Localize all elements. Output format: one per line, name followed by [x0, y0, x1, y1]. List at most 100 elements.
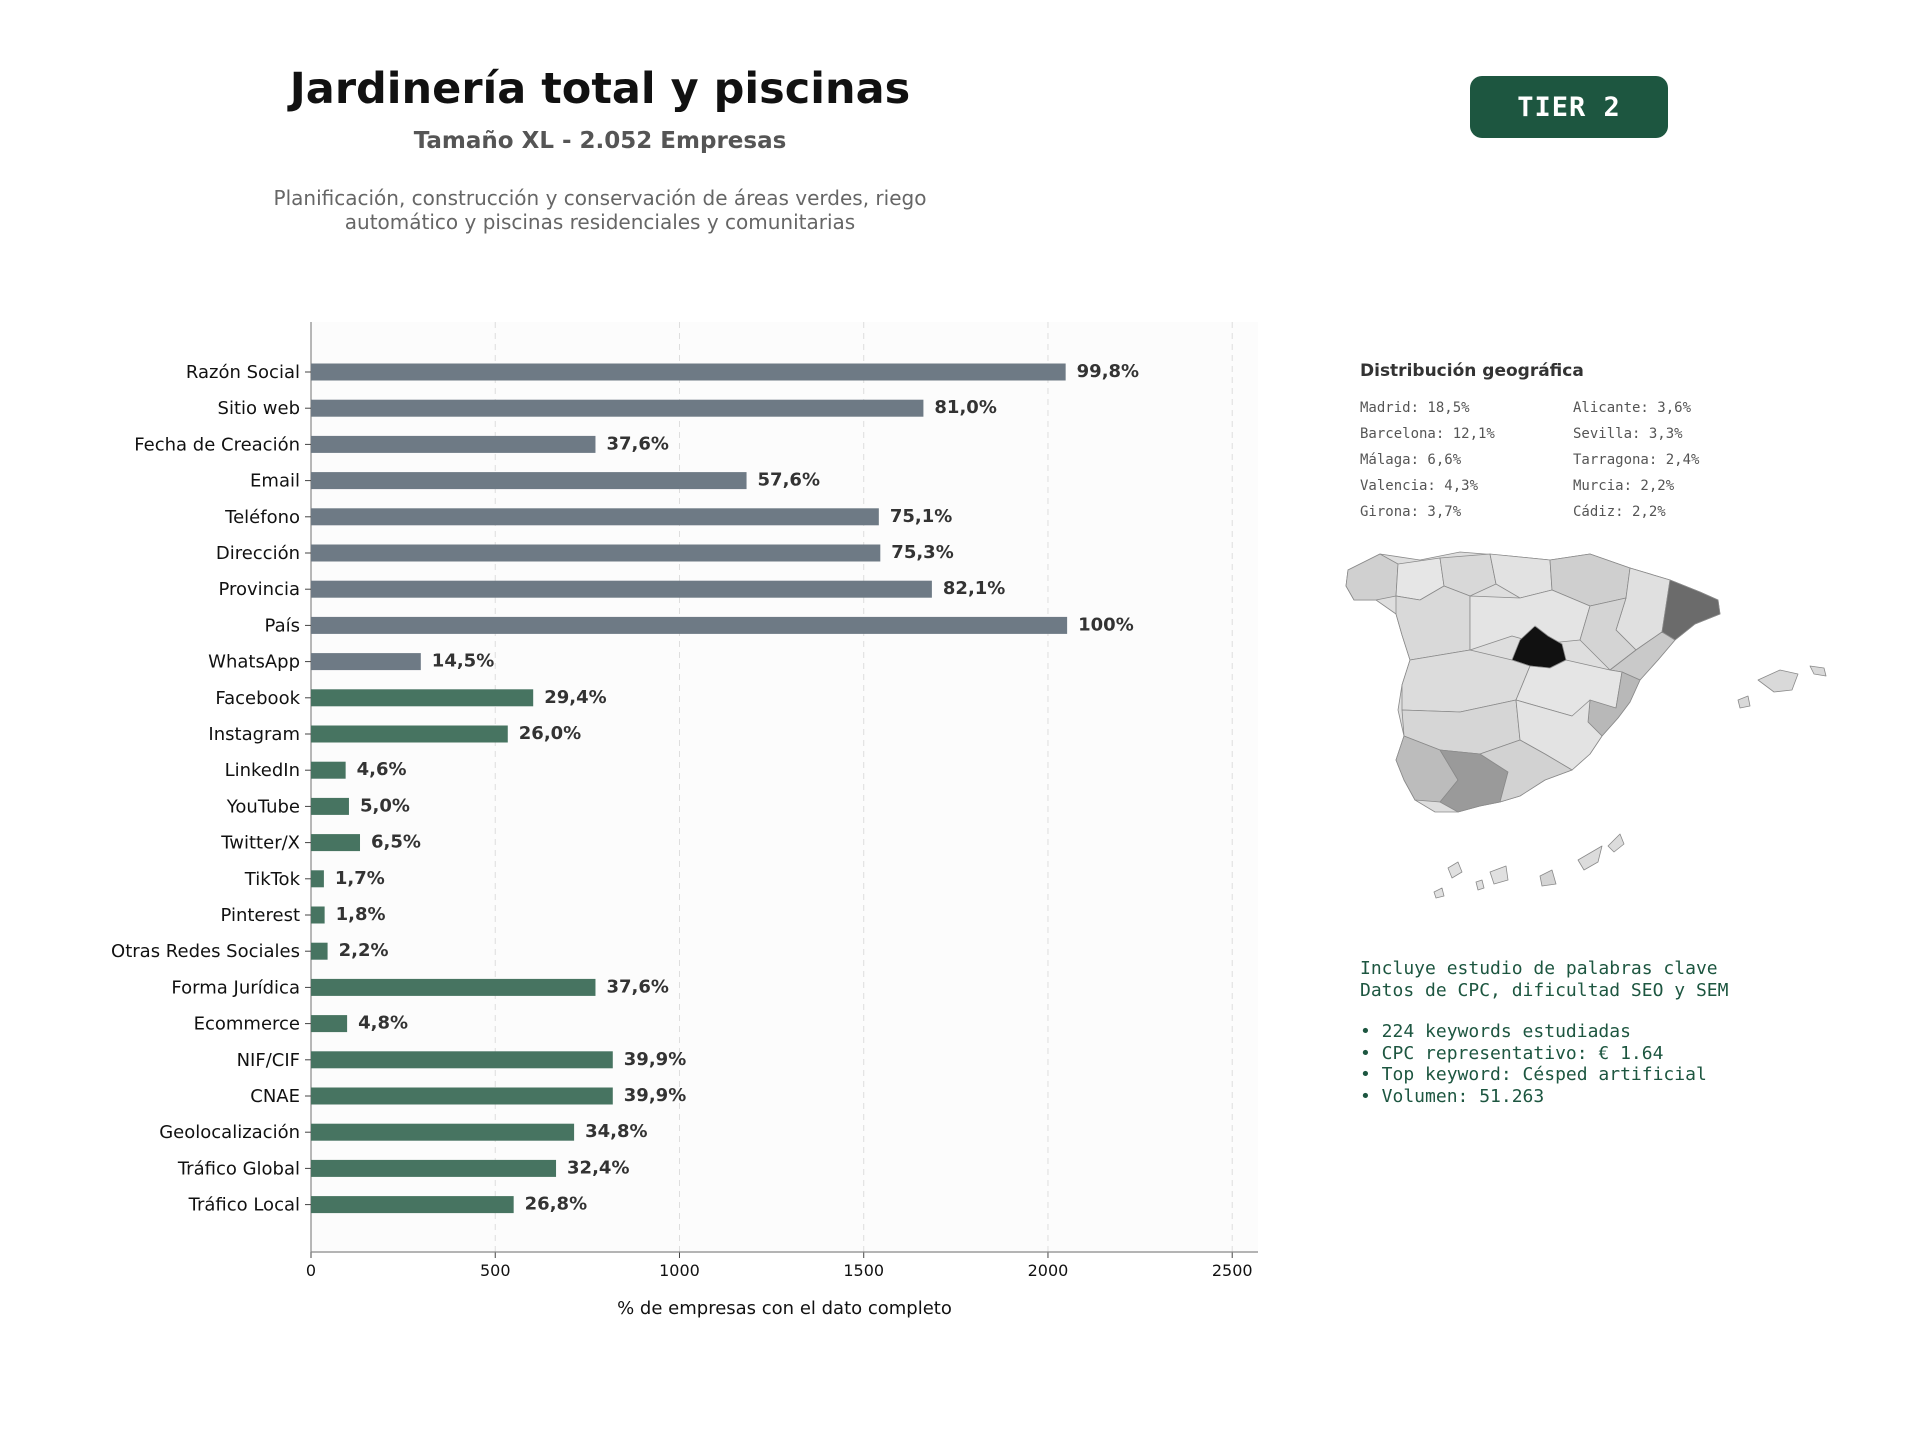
keywords-line: Incluye estudio de palabras clave	[1360, 958, 1718, 979]
data-label: 26,8%	[525, 1194, 587, 1215]
category-label: Dirección	[216, 543, 300, 564]
data-label: 34,8%	[585, 1121, 647, 1142]
data-label: 26,0%	[519, 723, 581, 744]
data-label: 14,5%	[432, 651, 494, 672]
data-label: 100%	[1078, 614, 1134, 635]
keywords-bullet: • Volumen: 51.263	[1360, 1085, 1545, 1107]
bar	[311, 761, 346, 779]
data-label: 99,8%	[1077, 361, 1139, 382]
geo-item: Tarragona: 2,4%	[1573, 452, 1700, 468]
keywords-bullet: • 224 keywords estudiadas	[1360, 1021, 1631, 1042]
data-label: 32,4%	[567, 1157, 629, 1178]
category-label: Otras Redes Sociales	[111, 941, 300, 962]
map-canary	[1489, 865, 1509, 885]
bar	[311, 978, 596, 996]
geo-item: Málaga: 6,6%	[1360, 452, 1462, 468]
bar	[311, 544, 881, 562]
data-label: 29,4%	[544, 687, 606, 708]
tier-badge: TIER 2	[1470, 76, 1668, 138]
category-label: Sitio web	[218, 398, 300, 419]
map-region	[1479, 739, 1573, 803]
map-balearic	[1757, 669, 1799, 693]
data-label: 1,8%	[336, 904, 386, 925]
bar	[311, 1159, 557, 1177]
data-label: 81,0%	[934, 397, 996, 418]
category-label: TikTok	[244, 869, 301, 890]
plot-area	[311, 322, 1258, 1252]
map-canary	[1447, 861, 1463, 879]
category-label: Facebook	[215, 688, 300, 709]
data-label: 37,6%	[606, 976, 668, 997]
bar	[311, 1196, 514, 1214]
geo-list: Madrid: 18,5% Alicante: 3,6% Barcelona: …	[1360, 398, 1780, 523]
page-title: Jardinería total y piscinas	[289, 64, 911, 114]
bar-chart: 0 500 1000 1500 2000 2500 Razón Social 99,8% Sit…	[111, 322, 1258, 1319]
map-balearic	[1737, 695, 1751, 709]
category-label: Ecommerce	[194, 1014, 300, 1035]
bar	[311, 435, 596, 453]
bar	[311, 834, 361, 852]
bar	[311, 1015, 348, 1033]
category-label: Provincia	[218, 579, 300, 600]
map-canary	[1433, 887, 1445, 899]
bar	[311, 1123, 575, 1141]
category-label: LinkedIn	[225, 760, 300, 781]
data-label: 39,9%	[624, 1049, 686, 1070]
data-label: 57,6%	[758, 470, 820, 491]
category-label: Tráfico Local	[188, 1195, 300, 1216]
geo-item: Madrid: 18,5%	[1360, 400, 1470, 416]
bar	[311, 472, 747, 490]
map-region	[1439, 553, 1497, 597]
geo-title: Distribución geográfica	[1360, 361, 1584, 381]
map-canary	[1577, 845, 1603, 871]
category-label: Teléfono	[224, 507, 300, 528]
map-region-barcelona	[1661, 579, 1721, 641]
bar	[311, 942, 328, 960]
keywords-line: Datos de CPC, dificultad SEO y SEM	[1360, 979, 1729, 1001]
bar	[311, 363, 1066, 381]
data-label: 75,1%	[890, 506, 952, 527]
geo-item: Murcia: 2,2%	[1573, 478, 1675, 494]
x-tick-label: 2000	[1028, 1261, 1069, 1280]
keywords-bullet: • CPC representativo: € 1.64	[1360, 1042, 1664, 1064]
bar	[311, 1051, 613, 1069]
x-tick-label: 0	[306, 1261, 316, 1280]
category-label: Tráfico Global	[177, 1158, 300, 1179]
data-label: 6,5%	[371, 832, 421, 853]
bar	[311, 725, 508, 743]
data-label: 4,6%	[357, 759, 407, 780]
category-label: Fecha de Creación	[134, 434, 300, 455]
keywords-block: Incluye estudio de palabras clave Datos …	[1360, 958, 1728, 1107]
bar	[311, 508, 879, 526]
page-subtitle: Tamaño XL - 2.052 Empresas	[413, 128, 787, 154]
bar	[311, 906, 325, 924]
category-label: Geolocalización	[159, 1122, 300, 1143]
x-tick-label: 2500	[1212, 1261, 1253, 1280]
geo-item: Girona: 3,7%	[1360, 504, 1462, 520]
bar	[311, 580, 932, 598]
bar	[311, 1087, 613, 1105]
data-label: 2,2%	[339, 940, 389, 961]
geo-item: Cádiz: 2,2%	[1573, 504, 1666, 520]
category-label: YouTube	[226, 796, 300, 817]
x-tick-label: 1500	[843, 1261, 884, 1280]
category-label: Pinterest	[220, 905, 300, 926]
page-description: Planificación, construcción y conservaci…	[273, 186, 927, 234]
bar	[311, 870, 324, 888]
map-balearic	[1809, 665, 1827, 677]
bar	[311, 653, 421, 671]
category-label: WhatsApp	[208, 652, 300, 673]
data-label: 82,1%	[943, 578, 1005, 599]
keywords-bullet: • Top keyword: Césped artificial	[1360, 1064, 1707, 1085]
category-label: Twitter/X	[220, 833, 300, 854]
map-canary	[1539, 869, 1557, 887]
geo-item: Alicante: 3,6%	[1573, 400, 1692, 416]
map-canary	[1607, 833, 1625, 853]
geo-item: Valencia: 4,3%	[1360, 478, 1479, 494]
geo-item: Sevilla: 3,3%	[1573, 426, 1683, 442]
category-label: Email	[250, 471, 300, 492]
category-label: Razón Social	[186, 362, 300, 383]
spain-map	[1345, 551, 1827, 899]
bar	[311, 689, 534, 707]
geo-item: Barcelona: 12,1%	[1360, 426, 1495, 442]
